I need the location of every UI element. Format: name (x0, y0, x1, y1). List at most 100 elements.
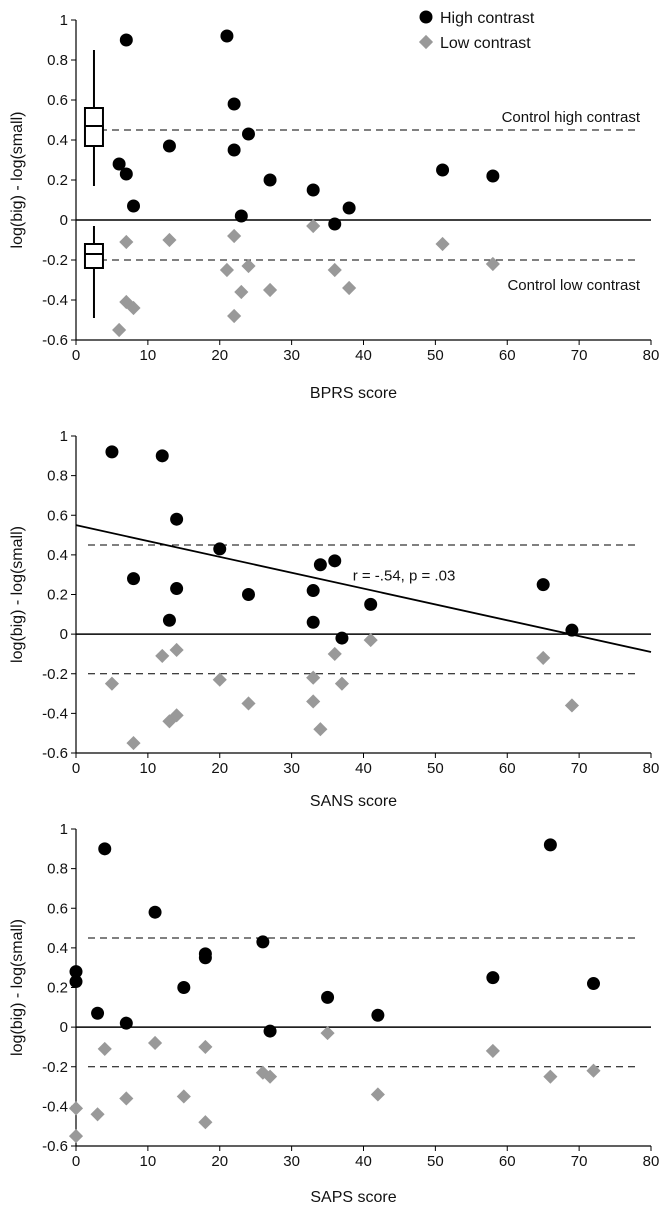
high-contrast-point (543, 838, 557, 852)
x-tick-label: 10 (140, 1153, 157, 1170)
y-tick-label: 0.2 (47, 587, 68, 604)
x-tick-label: 60 (499, 760, 516, 777)
legend: High contrast Low contrast (418, 10, 535, 52)
x-tick-label: 40 (355, 1153, 372, 1170)
high-contrast-point (69, 975, 83, 989)
low-contrast-point (147, 1035, 163, 1051)
low-contrast-point (370, 1087, 385, 1102)
x-tick-label: 20 (211, 1153, 228, 1170)
low-contrast-point (219, 262, 235, 278)
high-contrast-point (227, 143, 241, 157)
high-contrast-point (155, 449, 169, 463)
low-contrast-point (97, 1041, 112, 1056)
regression-line (75, 524, 652, 653)
x-tick-label: 50 (427, 1153, 444, 1170)
high-contrast-point (335, 631, 349, 645)
boxplot-box (83, 243, 104, 269)
low-contrast-point (262, 1069, 278, 1084)
x-tick-label: 40 (355, 760, 372, 777)
low-contrast-point (586, 1063, 601, 1078)
low-contrast-point (536, 650, 551, 665)
high-contrast-point (313, 558, 327, 572)
low-contrast-point (176, 1089, 191, 1104)
high-contrast-point (119, 1016, 133, 1030)
low-contrast-point (485, 256, 500, 272)
x-tick-label: 70 (571, 347, 588, 364)
y-tick-label: 1 (60, 821, 68, 838)
legend-high-marker (419, 10, 433, 24)
low-contrast-point (198, 1039, 213, 1055)
y-tick-label: 0.8 (47, 52, 68, 69)
low-contrast-point (564, 698, 580, 713)
high-contrast-point (119, 33, 133, 47)
low-contrast-point (198, 1115, 213, 1130)
legend-low-marker (418, 34, 434, 50)
x-tick-label: 50 (427, 760, 444, 777)
y-axis-title: log(big) - log(small) (9, 526, 26, 663)
low-contrast-point (126, 736, 141, 751)
high-contrast-point (256, 935, 270, 949)
high-contrast-point (486, 169, 500, 183)
high-contrast-point (127, 199, 140, 213)
y-axis-title: log(big) - log(small) (9, 919, 26, 1056)
x-tick-label: 80 (643, 1153, 660, 1170)
y-axis-title: log(big) - log(small) (9, 112, 26, 249)
low-contrast-point (241, 258, 256, 274)
low-contrast-point (327, 646, 342, 662)
low-contrast-point (320, 1025, 335, 1041)
high-contrast-point (119, 167, 133, 181)
high-contrast-point (227, 97, 241, 111)
high-contrast-point (565, 623, 579, 637)
high-contrast-point (328, 554, 342, 568)
high-contrast-point (170, 582, 184, 596)
y-tick-label: 1 (60, 428, 68, 445)
saps-panel: -0.6-0.4-0.200.20.40.60.810 10 20 30 40 50 60 7… (9, 821, 659, 1206)
x-tick-label: 30 (283, 347, 300, 364)
low-contrast-point (334, 676, 350, 691)
x-tick-label: 30 (283, 1153, 300, 1170)
x-tick-label: 20 (211, 760, 228, 777)
y-tick-label: 0 (60, 1019, 68, 1036)
high-contrast-point (306, 615, 320, 629)
high-contrast-point (98, 842, 112, 856)
y-tick-label: -0.2 (42, 666, 68, 683)
y-tick-label: -0.2 (42, 252, 68, 269)
high-contrast-point (220, 29, 234, 43)
y-tick-label: 0.4 (47, 547, 68, 564)
low-contrast-point (327, 262, 342, 278)
regression-annotation: r = -.54, p = .03 (353, 568, 456, 585)
high-contrast-point (234, 209, 248, 223)
high-contrast-point (127, 572, 140, 586)
low-contrast-point (241, 696, 256, 711)
legend-high-label: High contrast (440, 10, 535, 27)
low-contrast-point (90, 1107, 105, 1122)
high-contrast-point (536, 578, 550, 592)
y-tick-label: 1 (60, 12, 68, 29)
x-tick-label: 10 (140, 760, 157, 777)
low-contrast-point (485, 1043, 500, 1058)
high-contrast-point (198, 951, 212, 965)
y-tick-label: -0.6 (42, 332, 68, 349)
high-contrast-point (364, 597, 378, 611)
high-contrast-point (105, 445, 119, 459)
low-contrast-point (306, 694, 321, 709)
x-tick-label: 80 (643, 347, 660, 364)
y-tick-label: 0.2 (47, 980, 68, 997)
low-contrast-point (306, 670, 321, 685)
low-contrast-point (262, 282, 278, 298)
y-tick-label: -0.4 (42, 292, 68, 309)
y-tick-label: 0.8 (47, 861, 68, 878)
low-contrast-point (227, 308, 242, 324)
high-contrast-point (342, 201, 356, 215)
x-tick-label: 30 (283, 760, 300, 777)
high-contrast-point (486, 971, 500, 985)
high-contrast-point (242, 127, 255, 141)
y-tick-label: -0.4 (42, 705, 68, 722)
high-contrast-point (263, 173, 277, 187)
x-axis-title: SAPS score (310, 1189, 396, 1206)
high-contrast-point (321, 990, 335, 1004)
low-contrast-point (68, 1129, 84, 1144)
x-axis-title: SANS score (310, 793, 397, 810)
x-tick-label: 70 (571, 1153, 588, 1170)
